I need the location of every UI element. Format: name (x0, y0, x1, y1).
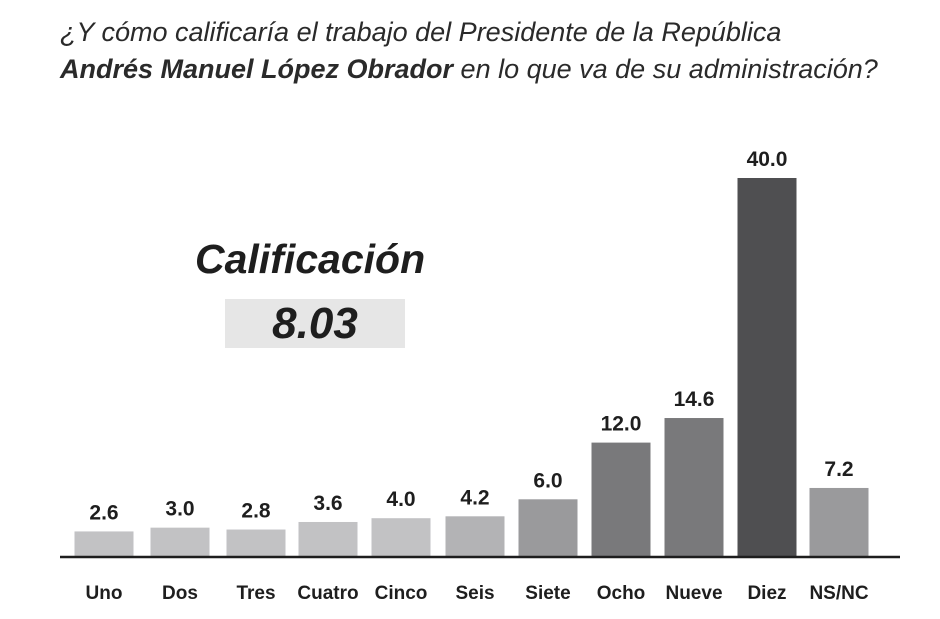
bar-uno (74, 531, 134, 556)
bar-value-label: 2.8 (241, 500, 271, 523)
category-label: Cinco (375, 583, 428, 604)
question-president-name: Andrés Manuel López Obrador (60, 54, 454, 84)
bar-cuatro (298, 521, 358, 556)
bar-siete (518, 499, 578, 556)
bar-diez (737, 178, 797, 556)
bar-value-label: 4.2 (460, 486, 489, 509)
bar-dos (150, 527, 210, 556)
category-label: Cuatro (297, 583, 358, 604)
category-label: Seis (455, 583, 494, 604)
bar-value-label: 2.6 (89, 501, 118, 524)
bar-value-label: 12.0 (601, 413, 642, 436)
bar-ns-nc (809, 487, 869, 556)
bar-tres (226, 529, 286, 556)
category-label: Dos (162, 583, 198, 604)
labels-group: 2.6 Uno 3.0 Dos 2.8 Tres 3.6 Cuatro 4.0 Cinco 4.2 S… (86, 148, 869, 604)
bar-ocho (591, 442, 651, 556)
bar-seis (445, 516, 505, 556)
bar-cinco (371, 518, 431, 556)
category-label: Uno (86, 583, 123, 604)
question-part-1: ¿Y cómo calificaría el trabajo del Presi… (60, 17, 782, 47)
question-part-2: en lo que va de su administración? (453, 54, 878, 84)
bar-value-label: 3.0 (165, 498, 194, 521)
bars-group (74, 178, 869, 556)
score-label: Calificación (195, 236, 426, 282)
bar-value-label: 40.0 (747, 148, 788, 171)
bar-value-label: 4.0 (386, 488, 415, 511)
score-value: 8.03 (272, 299, 358, 348)
category-label: Nueve (665, 583, 722, 604)
category-label: Diez (747, 583, 786, 604)
category-label: Tres (236, 583, 275, 604)
category-label: Siete (525, 583, 570, 604)
bar-value-label: 3.6 (313, 492, 342, 515)
bar-value-label: 7.2 (824, 458, 853, 481)
score-box (225, 299, 405, 348)
bar-nueve (664, 418, 724, 556)
bar-value-label: 6.0 (533, 469, 562, 492)
chart-question: ¿Y cómo calificaría el trabajo del Presi… (60, 14, 920, 88)
category-label: Ocho (597, 583, 646, 604)
category-label: NS/NC (809, 583, 868, 604)
bar-value-label: 14.6 (674, 388, 715, 411)
